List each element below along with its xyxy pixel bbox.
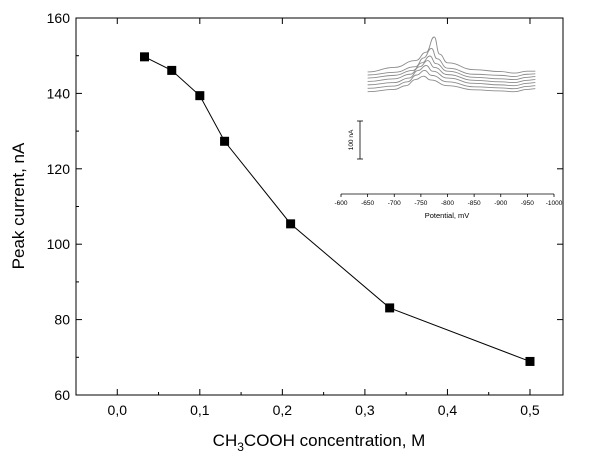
inset-chart: -600 -650 -700 -750 -800 -850 -900 -950 -1000 Po… (334, 36, 563, 220)
inset-trace (367, 69, 536, 90)
series-line (144, 56, 531, 362)
inset-trace (367, 47, 536, 77)
inset-trace (367, 36, 536, 74)
x-axis-title-subscript: 3 (237, 440, 244, 454)
inset-x-axis-title: Potential, mV (425, 211, 470, 220)
main-axes-ticks (76, 17, 563, 396)
x-tick-label: 0,1 (190, 402, 210, 418)
x-axis-title-part-1: CH (213, 431, 238, 450)
x-tick-label: 0,5 (520, 402, 540, 418)
inset-x-tick-label: -1000 (546, 200, 563, 207)
inset-x-tick-label: -650 (361, 200, 374, 207)
inset-x-tick-label: -800 (441, 200, 454, 207)
y-tick-label: 80 (54, 312, 70, 328)
inset-trace (367, 65, 536, 87)
inset-scale-bar-label: 100 nA (348, 129, 355, 150)
main-tick-labels: 0,0 0,1 0,2 0,3 0,4 0,5 60 80 100 120 140 160 (47, 10, 540, 418)
inset-ticks (340, 194, 555, 197)
main-series (140, 52, 535, 366)
plot-frame (75, 17, 564, 396)
inset-tick-labels: -600 -650 -700 -750 -800 -850 -900 -950 -1000 (334, 200, 562, 207)
inset-trace (367, 75, 536, 93)
inset-series (367, 36, 536, 93)
x-tick-label: 0,2 (273, 402, 293, 418)
inset-trace (367, 60, 536, 84)
data-point (286, 219, 296, 229)
inset-trace (367, 55, 536, 81)
data-point (385, 303, 395, 313)
x-tick-label: 0,4 (438, 402, 458, 418)
inset-x-tick-label: -750 (414, 200, 427, 207)
y-tick-label: 140 (47, 85, 71, 101)
x-tick-label: 0,3 (355, 402, 375, 418)
x-axis-title: CH3COOH concentration, M (213, 431, 426, 454)
data-point (195, 91, 205, 101)
x-tick-label: 0,0 (108, 402, 128, 418)
inset-x-tick-label: -900 (494, 200, 507, 207)
data-point (167, 65, 177, 75)
y-tick-label: 60 (54, 387, 70, 403)
inset-x-tick-label: -700 (388, 200, 401, 207)
data-point (220, 136, 230, 146)
y-tick-label: 160 (47, 10, 71, 26)
y-axis-title: Peak current, nA (9, 142, 28, 269)
inset-x-tick-label: -850 (468, 200, 481, 207)
x-axis-title-part-2: COOH concentration, M (244, 431, 425, 450)
inset-x-tick-label: -600 (334, 200, 347, 207)
inset-x-tick-label: -950 (521, 200, 534, 207)
y-tick-label: 120 (47, 161, 71, 177)
y-tick-label: 100 (47, 236, 71, 252)
data-point (140, 52, 150, 62)
data-point (525, 356, 535, 366)
